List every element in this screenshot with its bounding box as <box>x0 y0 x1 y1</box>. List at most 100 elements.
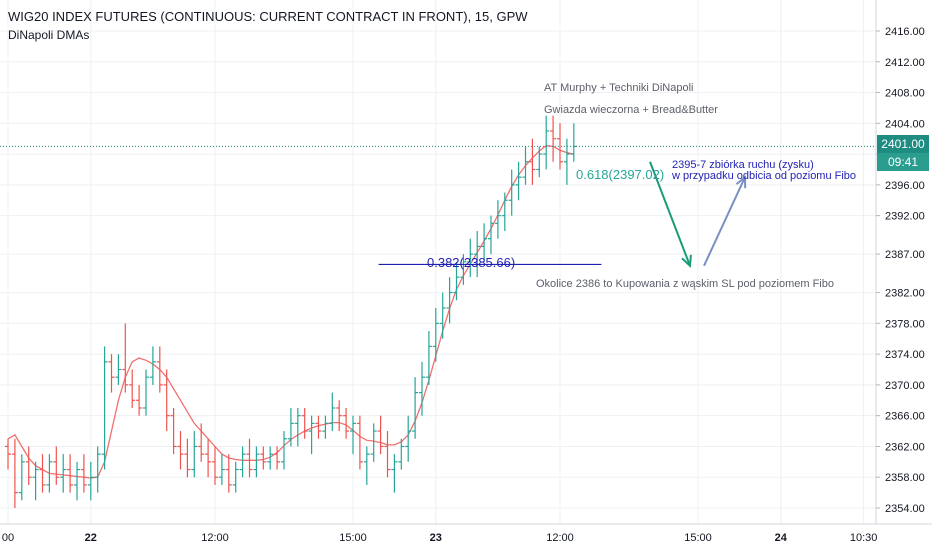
ohlc-bar <box>446 277 453 324</box>
x-tick-label: 12:00 <box>201 532 229 544</box>
ohlc-bar <box>170 407 177 455</box>
x-tick-label: 22 <box>85 532 97 544</box>
x-tick-label: 10:30 <box>850 532 878 544</box>
ohlc-bar <box>225 454 232 493</box>
ohlc-bar <box>156 346 163 393</box>
bar-countdown-tag: 09:41 <box>877 153 929 171</box>
ohlc-bar <box>239 446 246 478</box>
up-projection-arrow-head <box>735 175 747 189</box>
ohlc-bar <box>53 446 60 485</box>
annotation-target-line1: 2395-7 zbiórka ruchu (zysku) <box>672 159 814 171</box>
ohlc-bar <box>281 431 287 470</box>
ohlc-bar <box>350 415 356 455</box>
annotation-buy-note: Okolice 2386 to Kupowania z wąskim SL po… <box>536 278 834 290</box>
y-tick-label: 2370.00 <box>885 380 925 392</box>
ohlc-bar <box>67 454 74 493</box>
ohlc-bar <box>80 454 87 493</box>
ohlc-bar <box>481 223 488 262</box>
ohlc-bar <box>205 438 212 478</box>
ohlc-bar <box>218 454 225 485</box>
y-tick-label: 2358.00 <box>885 472 925 484</box>
ohlc-bar <box>294 407 301 447</box>
ohlc-bar <box>11 438 18 508</box>
ohlc-bar <box>412 377 419 439</box>
ohlc-bar <box>329 392 336 432</box>
ohlc-bar <box>343 407 350 439</box>
ohlc-bar <box>356 415 363 470</box>
ohlc-bar <box>136 384 143 416</box>
ohlc-bar <box>163 369 170 432</box>
x-tick-label: 15:00 <box>339 532 367 544</box>
y-tick-label: 2378.00 <box>885 318 925 330</box>
x-tick-label: 00 <box>2 532 14 544</box>
x-tick-label: 24 <box>775 532 788 544</box>
ohlc-bar <box>405 415 412 462</box>
ohlc-bar <box>246 438 253 478</box>
y-tick-label: 2412.00 <box>885 57 925 69</box>
ohlc-bar <box>274 446 281 470</box>
y-tick-label: 2362.00 <box>885 441 925 453</box>
ohlc-bar <box>191 431 198 478</box>
current-price-tag: 2401.00 <box>877 135 929 153</box>
y-tick-label: 2416.00 <box>885 26 925 38</box>
ohlc-bar <box>515 161 522 201</box>
ohlc-bar <box>101 346 108 470</box>
y-tick-label: 2404.00 <box>885 118 925 130</box>
ohlc-bar <box>260 446 267 470</box>
x-tick-label: 12:00 <box>546 532 574 544</box>
ohlc-bar <box>557 123 563 170</box>
chart-title: WIG20 INDEX FUTURES (CONTINUOUS: CURRENT… <box>8 9 528 24</box>
y-tick-label: 2382.00 <box>885 288 925 300</box>
ohlc-bar <box>25 446 32 485</box>
fib-382-label: 0.382(2385.66) <box>427 255 516 270</box>
ohlc-bar <box>315 415 322 439</box>
ohlc-bar <box>39 454 46 493</box>
y-tick-label: 2387.00 <box>885 249 925 261</box>
ohlc-bar <box>439 292 446 339</box>
ohlc-bar <box>460 254 467 285</box>
ohlc-bar <box>177 431 184 470</box>
ohlc-bar <box>467 238 474 278</box>
ohlc-bar <box>432 307 439 362</box>
ohlc-bar <box>391 454 398 493</box>
y-tick-label: 2396.00 <box>885 180 925 192</box>
ohlc-bar <box>5 438 11 470</box>
ohlc-bar <box>398 438 405 470</box>
ohlc-bar <box>384 431 391 478</box>
y-tick-label: 2366.00 <box>885 411 925 423</box>
ohlc-bar <box>336 400 343 432</box>
ohlc-bar <box>529 138 536 185</box>
ohlc-bar <box>377 415 384 455</box>
ohlc-bar <box>94 446 101 493</box>
ohlc-bar <box>301 407 308 439</box>
ohlc-bar <box>488 215 494 255</box>
ohlc-bar <box>536 146 543 178</box>
x-tick-labels: 00 22 12:00 15:00 23 12:00 15:00 24 10:30 <box>2 532 877 544</box>
annotation-line2: Gwiazda wieczorna + Bread&Butter <box>544 104 718 116</box>
y-tick-label: 2354.00 <box>885 503 925 515</box>
y-tick-label: 2374.00 <box>885 349 925 361</box>
ohlc-bars <box>5 115 577 508</box>
ohlc-bar <box>212 446 218 485</box>
ohlc-bar <box>253 446 260 478</box>
ohlc-bar <box>87 461 94 501</box>
y-tick-label: 2408.00 <box>885 88 925 100</box>
y-tick-label: 2392.00 <box>885 211 925 223</box>
ohlc-bar <box>267 446 274 470</box>
ohlc-bar <box>184 438 191 478</box>
ohlc-bar <box>474 231 481 278</box>
ohlc-bar <box>308 415 315 455</box>
x-tick-label: 15:00 <box>684 532 712 544</box>
annotation-target-line2: w przypadku odbicia od poziomu Fibo <box>672 170 857 182</box>
down-projection-arrow <box>649 161 692 268</box>
ohlc-bar <box>453 261 460 301</box>
ohlc-bar <box>122 323 129 393</box>
ohlc-bar <box>425 331 432 385</box>
ohlc-bar <box>149 346 156 385</box>
ohlc-bar <box>143 369 149 416</box>
ohlc-bar <box>370 423 377 462</box>
ohlc-bar <box>563 138 570 185</box>
